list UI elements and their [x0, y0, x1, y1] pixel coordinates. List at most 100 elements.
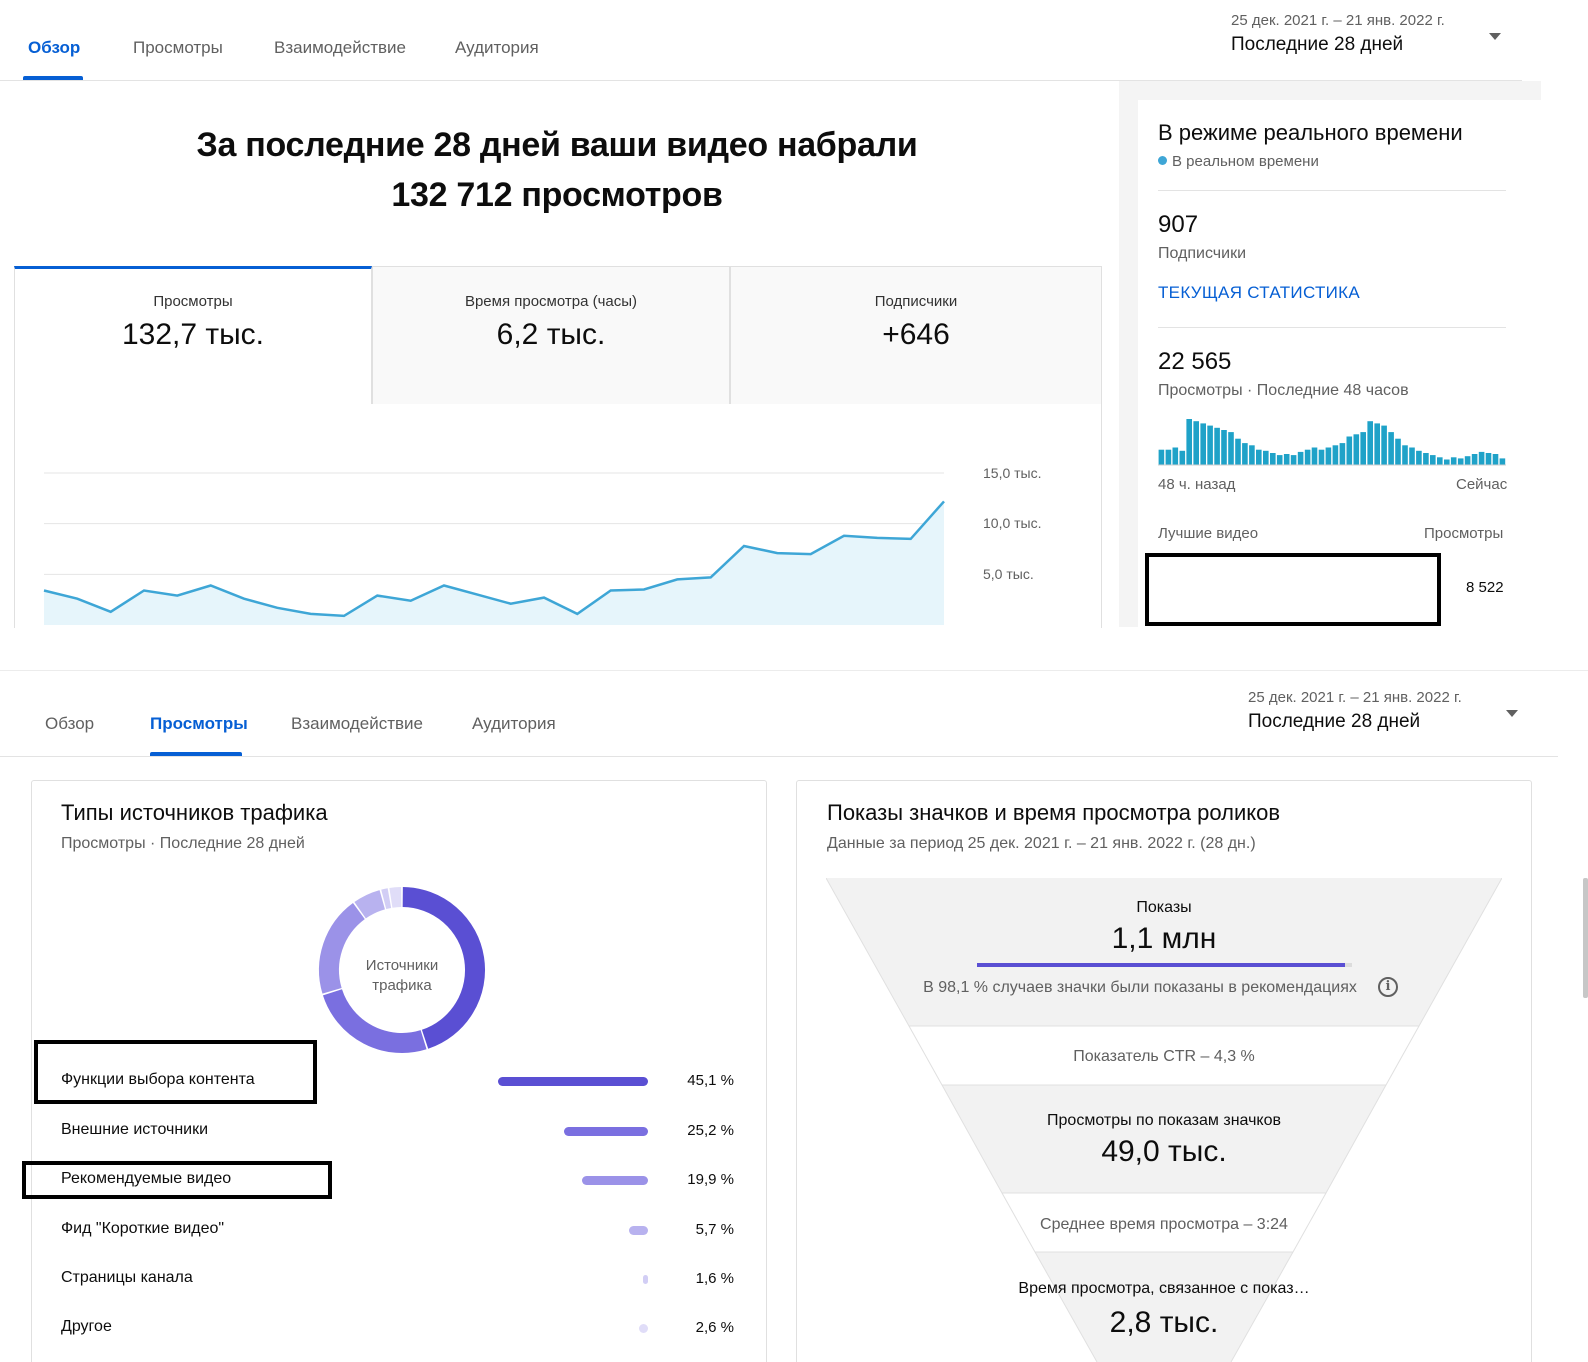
- tab-overview[interactable]: Обзор: [28, 38, 81, 57]
- funnel-stage-views: [942, 1085, 1386, 1193]
- donut-center-label: Источники трафика: [365, 957, 439, 994]
- headline-line-1: За последние 28 дней ваши видео набрали: [196, 126, 918, 164]
- metric-label: Просмотры: [153, 293, 233, 310]
- traffic-source-label[interactable]: Фид "Короткие видео": [61, 1220, 225, 1237]
- impressions-value: 1,1 млн: [1111, 922, 1217, 955]
- realtime-title: В режиме реального времени: [1158, 120, 1463, 145]
- sparkline-bar: [1416, 450, 1422, 465]
- sparkline-bar: [1388, 432, 1394, 465]
- funnel-title: Показы значков и время просмотра роликов: [827, 800, 1281, 825]
- realtime-subscribers-value: 907: [1158, 211, 1199, 238]
- sparkline-bar: [1492, 454, 1499, 465]
- period-range: 25 дек. 2021 г. – 21 янв. 2022 г.: [1248, 689, 1462, 706]
- traffic-source-label[interactable]: Функции выбора контента: [61, 1071, 255, 1088]
- donut-slice: [354, 890, 386, 919]
- tab-engagement[interactable]: Взаимодействие: [291, 714, 423, 733]
- donut-slice: [319, 903, 366, 994]
- watch-time-label: Время просмотра, связанное с показ…: [1018, 1280, 1310, 1297]
- chevron-down-icon[interactable]: [1489, 33, 1501, 40]
- sparkline-bar: [1353, 434, 1360, 465]
- section-separator: [0, 670, 1588, 671]
- sparkline-bar: [1311, 447, 1318, 465]
- donut-slice: [389, 887, 402, 908]
- traffic-source-percent: 5,7 %: [695, 1221, 734, 1238]
- sparkline-bar: [1304, 449, 1311, 465]
- tab-overview[interactable]: Обзор: [45, 714, 95, 733]
- sparkline-bar: [1228, 432, 1234, 465]
- sparkline-bar: [1367, 421, 1373, 465]
- traffic-source-percent: 2,6 %: [695, 1319, 734, 1336]
- chevron-down-icon[interactable]: [1506, 710, 1518, 717]
- sparkline-bar: [1346, 436, 1353, 465]
- top-videos-label: Лучшие видео: [1158, 525, 1259, 542]
- sparkline-bar: [1207, 425, 1213, 465]
- ctr-label: Показатель CTR – 4,3 %: [1073, 1048, 1255, 1065]
- sparkline-start-label: 48 ч. назад: [1158, 476, 1236, 493]
- traffic-sources-subtitle: Просмотры · Последние 28 дней: [61, 835, 305, 852]
- metric-value: 132,7 тыс.: [121, 318, 265, 351]
- sparkline-bar: [1290, 455, 1297, 465]
- avg-duration-label: Среднее время просмотра – 3:24: [1040, 1216, 1288, 1233]
- traffic-sources-donut: [319, 887, 486, 1053]
- sparkline-bar: [1221, 430, 1227, 465]
- sparkline-bar: [1423, 453, 1429, 465]
- divider: [1158, 190, 1506, 191]
- sparkline-bar: [1249, 445, 1255, 465]
- sparkline-bar: [1471, 454, 1478, 465]
- watch-time-value: 2,8 тыс.: [1109, 1306, 1219, 1339]
- metric-value: +646: [882, 318, 950, 351]
- impressions-note: В 98,1 % случаев значки были показаны в …: [923, 979, 1357, 996]
- thumbnail-views-value: 49,0 тыс.: [1101, 1135, 1227, 1168]
- metric-label: Подписчики: [874, 293, 958, 310]
- scrollbar[interactable]: [1583, 878, 1588, 998]
- views-chart: 15,0 тыс. 10,0 тыс. 5,0 тыс.: [14, 404, 1102, 628]
- highlight-box: [22, 1161, 332, 1199]
- sparkline-bar: [1193, 421, 1199, 465]
- sparkline-bar: [1402, 445, 1408, 465]
- y-tick-label: 10,0 тыс.: [983, 515, 1042, 531]
- sparkline-bar: [1485, 453, 1492, 465]
- funnel-stage-avg: [1002, 1193, 1326, 1252]
- tab-audience[interactable]: Аудитория: [472, 714, 556, 733]
- headline-line-2: 132 712 просмотров: [391, 176, 723, 214]
- tab-views[interactable]: Просмотры: [133, 38, 223, 57]
- traffic-source-bar: [581, 1176, 648, 1185]
- sparkline-bar: [1283, 454, 1290, 465]
- sparkline-bar: [1499, 458, 1506, 465]
- metric-card-subscribers[interactable]: Подписчики +646: [730, 266, 1102, 406]
- sparkline-bar: [1409, 447, 1415, 465]
- traffic-source-label[interactable]: Другое: [61, 1318, 112, 1335]
- traffic-source-label[interactable]: Рекомендуемые видео: [61, 1170, 232, 1187]
- views-line: [43, 500, 945, 618]
- live-dot-icon: [1158, 156, 1167, 165]
- info-icon[interactable]: i: [1378, 977, 1398, 997]
- top-views-label: Просмотры: [1424, 525, 1504, 542]
- metric-card-watch-time[interactable]: Время просмотра (часы) 6,2 тыс.: [372, 266, 730, 406]
- impressions-bar-fill: [977, 963, 1345, 967]
- tab-views[interactable]: Просмотры: [150, 714, 248, 733]
- sparkline-bar: [1450, 457, 1457, 465]
- tab-engagement[interactable]: Взаимодействие: [274, 38, 406, 57]
- traffic-source-label[interactable]: Страницы канала: [61, 1269, 193, 1286]
- metric-card-views[interactable]: Просмотры 132,7 тыс.: [14, 266, 372, 406]
- sparkline-bar: [1325, 447, 1332, 465]
- sparkline-bar: [1158, 449, 1165, 465]
- realtime-card: [1138, 100, 1542, 627]
- traffic-source-label[interactable]: Внешние источники: [61, 1121, 209, 1138]
- traffic-source-percent: 1,6 %: [695, 1270, 734, 1287]
- tab-audience[interactable]: Аудитория: [455, 38, 539, 57]
- impressions-bar-track: [977, 963, 1352, 967]
- sparkline-bar: [1186, 419, 1192, 465]
- metric-label: Время просмотра (часы): [464, 293, 638, 310]
- sparkline-bar: [1179, 450, 1186, 465]
- live-label: В реальном времени: [1172, 153, 1319, 170]
- views-chart-svg: [43, 472, 945, 625]
- redacted-video-title[interactable]: [1145, 553, 1441, 626]
- views-area: [44, 501, 944, 625]
- traffic-source-percent: 45,1 %: [687, 1072, 734, 1089]
- headline: За последние 28 дней ваши видео набрали …: [14, 120, 1100, 220]
- current-stats-link[interactable]: ТЕКУЩАЯ СТАТИСТИКА: [1158, 283, 1360, 302]
- sparkline-bar: [1214, 427, 1220, 465]
- sparkline-bar: [1437, 457, 1443, 465]
- sparkline-bar: [1395, 438, 1401, 465]
